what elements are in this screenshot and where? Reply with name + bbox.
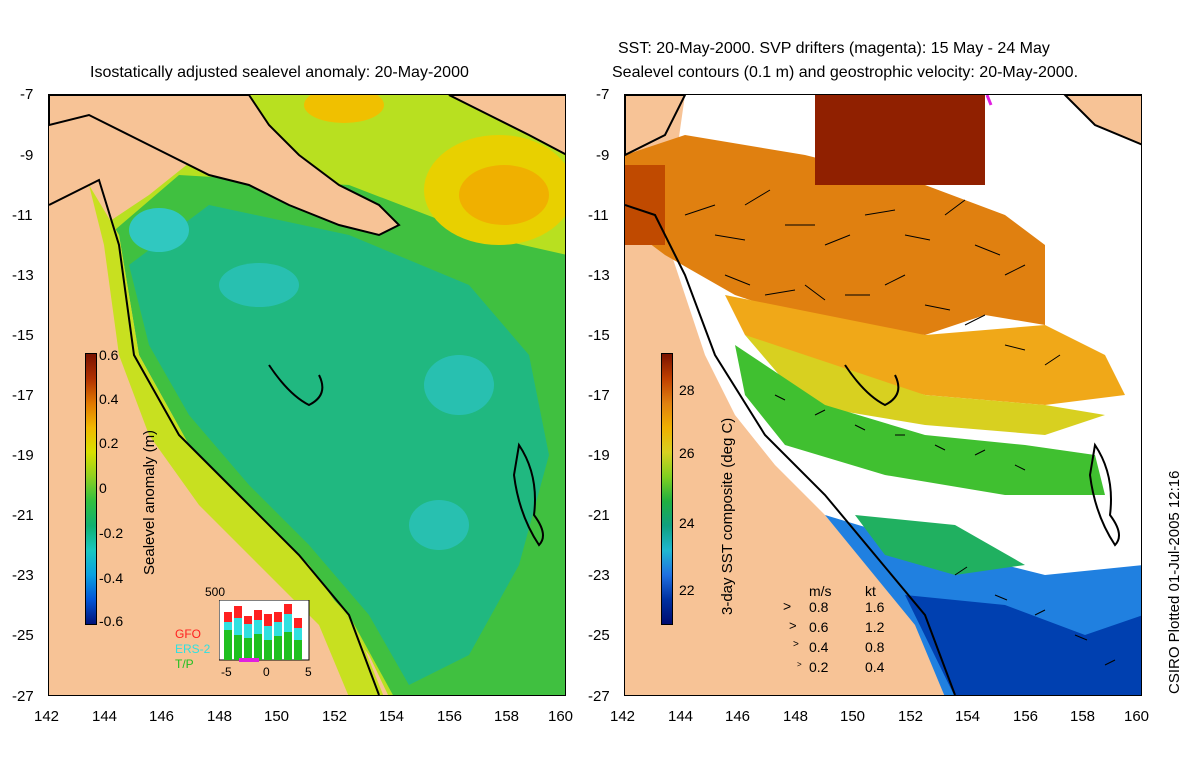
lon-tick-right-5: 152 — [898, 708, 924, 725]
cb-tick-3: 0 — [99, 480, 107, 496]
velocity-legend-arrow-0: > — [783, 598, 792, 614]
inset-legend-gfo: GFO — [175, 627, 201, 641]
lon-tick-left-2: 146 — [149, 708, 175, 725]
lat-tick-left-1: -9 — [20, 147, 34, 164]
velocity-legend-kt-0: 1.6 — [865, 599, 885, 615]
velocity-legend-kt-2: 0.8 — [865, 639, 885, 655]
cb-tick-1: 0.4 — [99, 391, 119, 407]
sealevel-anomaly-field — [49, 95, 565, 695]
inset-legend-tp: T/P — [175, 657, 194, 671]
lon-tick-right-1: 144 — [668, 708, 694, 725]
velocity-legend-ms-3: 0.2 — [809, 659, 829, 675]
left-map-title: Isostatically adjusted sealevel anomaly:… — [90, 64, 469, 81]
sealevel-colorbar — [85, 353, 97, 625]
lat-tick-right-5: -17 — [588, 387, 610, 404]
lon-tick-left-4: 150 — [264, 708, 290, 725]
velocity-legend-ms-2: 0.4 — [809, 639, 829, 655]
lat-tick-right-0: -7 — [596, 86, 610, 103]
right-map-title-line1: SST: 20-May-2000. SVP drifters (magenta)… — [618, 40, 1050, 57]
inset-xtick-2: 5 — [305, 665, 312, 679]
velocity-legend-kt-3: 0.4 — [865, 659, 885, 675]
inset-xtick-0: -5 — [221, 665, 232, 679]
lon-tick-right-8: 158 — [1070, 708, 1096, 725]
inset-histogram — [219, 600, 310, 662]
lon-tick-right-0: 142 — [610, 708, 636, 725]
sst-colorbar-label: 3-day SST composite (deg C) — [719, 417, 736, 615]
lat-tick-right-8: -23 — [588, 567, 610, 584]
cb-tick-0: 0.6 — [99, 347, 119, 363]
inset-legend-ers2: ERS-2 — [175, 642, 211, 656]
lon-tick-right-3: 148 — [783, 708, 809, 725]
lat-tick-right-7: -21 — [588, 507, 610, 524]
lon-tick-left-0: 142 — [34, 708, 60, 725]
lat-tick-right-1: -9 — [596, 147, 610, 164]
lat-tick-left-4: -15 — [12, 327, 34, 344]
lat-tick-right-4: -15 — [588, 327, 610, 344]
velocity-legend-ms-0: 0.8 — [809, 599, 829, 615]
velocity-legend-ms-1: 0.6 — [809, 619, 829, 635]
sealevel-anomaly-map: 0.6 0.4 0.2 0 -0.2 -0.4 -0.6 Sealevel an… — [48, 94, 566, 696]
velocity-legend-arrow-1: > — [789, 618, 797, 633]
velocity-legend-kt-header: kt — [865, 583, 876, 599]
right-map-title-line2: Sealevel contours (0.1 m) and geostrophi… — [612, 64, 1079, 81]
lat-tick-left-6: -19 — [12, 447, 34, 464]
sst-cb-tick-2: 24 — [679, 515, 695, 531]
sst-cb-tick-3: 22 — [679, 582, 695, 598]
cb-tick-5: -0.4 — [99, 570, 124, 586]
lat-tick-left-3: -13 — [12, 267, 34, 284]
lat-tick-left-5: -17 — [12, 387, 34, 404]
lon-tick-left-1: 144 — [92, 708, 118, 725]
velocity-legend-kt-1: 1.2 — [865, 619, 885, 635]
velocity-legend-arrow-3: > — [797, 660, 802, 669]
lat-tick-right-2: -11 — [588, 207, 609, 224]
lat-tick-right-9: -25 — [588, 627, 610, 644]
lon-tick-right-6: 154 — [955, 708, 981, 725]
lat-tick-right-3: -13 — [588, 267, 610, 284]
lat-tick-left-8: -23 — [12, 567, 34, 584]
sst-colorbar — [661, 353, 673, 625]
inset-y-label: 500 — [205, 585, 226, 599]
lat-tick-left-7: -21 — [12, 507, 34, 524]
lon-tick-left-9: 160 — [548, 708, 574, 725]
sst-map: 28 26 24 22 3-day SST composite (deg C) … — [624, 94, 1142, 696]
lat-tick-right-10: -27 — [588, 688, 610, 705]
lon-tick-right-2: 146 — [725, 708, 751, 725]
lon-tick-right-4: 150 — [840, 708, 866, 725]
lon-tick-right-7: 156 — [1013, 708, 1039, 725]
cb-tick-4: -0.2 — [99, 525, 124, 541]
lon-tick-left-8: 158 — [494, 708, 520, 725]
inset-xtick-1: 0 — [263, 665, 270, 679]
sealevel-colorbar-label: Sealevel anomaly (m) — [141, 429, 158, 575]
lat-tick-left-2: -11 — [12, 207, 33, 224]
lon-tick-left-6: 154 — [379, 708, 405, 725]
lon-tick-left-5: 152 — [322, 708, 348, 725]
lon-tick-left-7: 156 — [437, 708, 463, 725]
velocity-legend-arrow-2: > — [793, 639, 799, 650]
sst-cb-tick-0: 28 — [679, 382, 695, 398]
sst-cb-tick-1: 26 — [679, 445, 695, 461]
velocity-legend-ms-header: m/s — [809, 583, 832, 599]
sst-field — [625, 95, 1141, 695]
lon-tick-left-3: 148 — [207, 708, 233, 725]
cb-tick-6: -0.6 — [99, 613, 124, 629]
lat-tick-left-9: -25 — [12, 627, 34, 644]
cb-tick-2: 0.2 — [99, 435, 119, 451]
credit-label: CSIRO Plotted 01-Jul-2005 12:16 — [1166, 470, 1183, 694]
lat-tick-left-0: -7 — [20, 86, 34, 103]
lon-tick-right-9: 160 — [1124, 708, 1150, 725]
lat-tick-right-6: -19 — [588, 447, 610, 464]
lat-tick-left-10: -27 — [12, 688, 34, 705]
